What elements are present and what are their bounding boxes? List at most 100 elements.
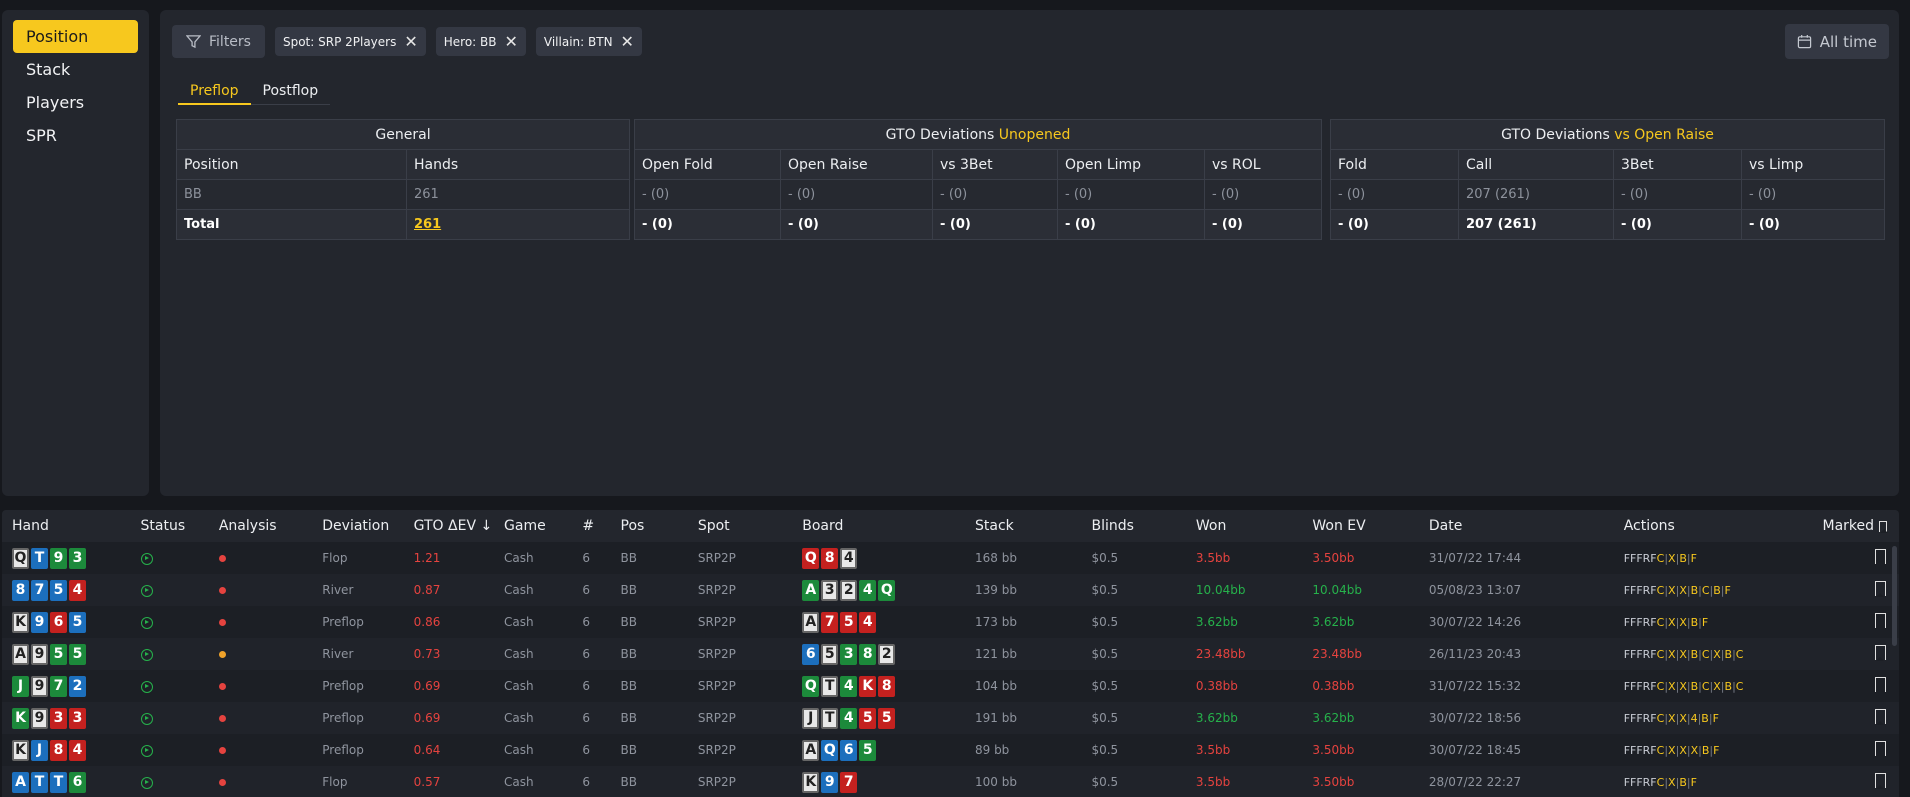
bookmark-icon[interactable]: [1874, 677, 1886, 693]
play-circle-icon[interactable]: [140, 616, 153, 629]
action-token: X: [1668, 584, 1676, 597]
bookmark-icon[interactable]: [1874, 613, 1886, 629]
won-value: 0.38bb: [1195, 679, 1238, 693]
column-header: Open Raise: [780, 149, 933, 180]
sidebar-item-spr[interactable]: SPR: [26, 126, 57, 145]
blinds-value: $0.5: [1091, 775, 1119, 789]
hands-body: Q T 9 3 Flop 1.21 Cash 6 BB SRP2P Q 8 4 168 bb $0.5 3.5…: [2, 542, 1899, 797]
bookmark-icon[interactable]: [1874, 741, 1886, 757]
column-header[interactable]: Analysis: [208, 510, 313, 542]
table-cell: 30/07/22 18:56: [1418, 702, 1614, 734]
blinds-value: $0.5: [1091, 615, 1119, 629]
column-header[interactable]: Won: [1185, 510, 1303, 542]
play-circle-icon[interactable]: [140, 552, 153, 565]
column-header[interactable]: Blinds: [1081, 510, 1186, 542]
action-token: C: [1701, 648, 1710, 661]
action-token: 4: [1690, 712, 1698, 725]
unopened-title: GTO Deviations Unopened: [634, 119, 1322, 150]
table-cell: BB: [610, 574, 688, 606]
bookmark-icon[interactable]: [1874, 645, 1886, 661]
action-separator: |: [1664, 744, 1669, 757]
tab-postflop[interactable]: Postflop: [250, 81, 331, 105]
date-range-button[interactable]: All time: [1784, 24, 1889, 59]
total-hands-link[interactable]: 261: [406, 209, 630, 240]
column-header[interactable]: Date: [1418, 510, 1614, 542]
table-row[interactable]: Q T 9 3 Flop 1.21 Cash 6 BB SRP2P Q 8 4 168 bb $0.5 3.5…: [2, 542, 1899, 574]
play-circle-icon[interactable]: [140, 648, 153, 661]
table-row[interactable]: 8 7 5 4 River 0.87 Cash 6 BB SRP2P A 3 2 4 Q 139 bb $0.5…: [2, 574, 1899, 606]
action-token: C: [1701, 680, 1710, 693]
table-cell: River: [312, 574, 404, 606]
total-cell: - (0): [932, 209, 1058, 240]
column-header[interactable]: Won EV: [1302, 510, 1419, 542]
playing-card: 5: [69, 643, 86, 665]
bookmark-icon[interactable]: [1874, 581, 1886, 597]
column-header[interactable]: Stack: [964, 510, 1082, 542]
play-circle-icon[interactable]: [140, 744, 153, 757]
table-row[interactable]: J 9 7 2 Preflop 0.69 Cash 6 BB SRP2P Q T 4 K 8 104 bb $0…: [2, 670, 1899, 702]
stack-value: 104 bb: [974, 679, 1017, 693]
action-token: B: [1713, 584, 1721, 597]
table-row[interactable]: K 9 3 3 Preflop 0.69 Cash 6 BB SRP2P J T 4 5 5 191 bb $0…: [2, 702, 1899, 734]
column-header[interactable]: #: [572, 510, 611, 542]
playing-card: Q: [802, 675, 820, 697]
table-row[interactable]: A T T 6 Flop 0.57 Cash 6 BB SRP2P K 9 7 100 bb $0.5 3.5…: [2, 766, 1899, 797]
action-token: B: [1679, 776, 1687, 789]
total-hands-value[interactable]: 261: [414, 217, 442, 232]
filters-button[interactable]: Filters: [172, 25, 265, 58]
action-separator: |: [1675, 648, 1680, 661]
column-header[interactable]: Spot: [687, 510, 793, 542]
bookmark-icon[interactable]: [1874, 549, 1886, 565]
table-row[interactable]: A 9 5 5 River 0.73 Cash 6 BB SRP2P 6 5 3 8 2 121 bb $0.5…: [2, 638, 1899, 670]
column-header: Fold: [1330, 149, 1459, 180]
column-header[interactable]: GTO ΔEV ↓: [403, 510, 495, 542]
bookmark-icon[interactable]: [1874, 773, 1886, 789]
filter-chip-label: Hero: BB: [443, 34, 497, 49]
play-circle-icon[interactable]: [140, 712, 153, 725]
play-circle-icon[interactable]: [140, 776, 153, 789]
table-row[interactable]: K J 8 4 Preflop 0.64 Cash 6 BB SRP2P A Q 6 5 89 bb $0.5…: [2, 734, 1899, 766]
sidebar-item-position[interactable]: Position: [13, 20, 138, 53]
action-separator: |: [1675, 712, 1680, 725]
action-token: B: [1690, 584, 1699, 597]
table-cell: [130, 670, 209, 702]
table-cell: Flop: [312, 766, 404, 797]
playing-card: 9: [31, 643, 48, 665]
column-header[interactable]: Actions: [1613, 510, 1813, 542]
sidebar-item-stack[interactable]: Stack: [26, 60, 71, 79]
playing-card: J: [31, 739, 48, 761]
column-header[interactable]: Board: [792, 510, 965, 542]
table-cell: [130, 766, 209, 797]
column-header[interactable]: Game: [494, 510, 573, 542]
scrollbar[interactable]: [1892, 546, 1897, 646]
play-circle-icon[interactable]: [140, 584, 153, 597]
bookmark-icon[interactable]: [1874, 709, 1886, 725]
action-separator: |: [1686, 648, 1691, 661]
close-icon[interactable]: ✕: [504, 31, 518, 51]
column-header[interactable]: Hand: [2, 510, 131, 542]
column-header[interactable]: Status: [130, 510, 209, 542]
hands-table-panel: Hand Status Analysis Deviation GTO ΔEV ↓ Game…: [2, 510, 1899, 797]
table-cell: BB: [610, 638, 688, 670]
sidebar-item-players[interactable]: Players: [26, 93, 85, 112]
deviation-value: River: [322, 647, 354, 661]
action-separator: |: [1698, 744, 1702, 757]
playing-card: T: [31, 771, 48, 793]
table-cell: 0.69: [403, 670, 495, 702]
column-header: Open Limp: [1057, 149, 1205, 180]
close-icon[interactable]: ✕: [620, 31, 634, 51]
playing-card: 9: [821, 771, 839, 793]
column-header[interactable]: Pos: [610, 510, 688, 542]
table-cell: [130, 606, 209, 638]
table-cell: [208, 702, 313, 734]
table-cell: $0.5: [1081, 766, 1186, 797]
tab-preflop[interactable]: Preflop: [178, 81, 251, 105]
game-value: Cash: [504, 583, 534, 597]
table-row[interactable]: K 9 6 5 Preflop 0.86 Cash 6 BB SRP2P A 7 5 4 173 bb $0.…: [2, 606, 1899, 638]
play-circle-icon[interactable]: [140, 680, 153, 693]
column-header[interactable]: Marked: [1812, 510, 1899, 542]
column-header[interactable]: Deviation: [312, 510, 404, 542]
analysis-dot-icon: [218, 587, 226, 594]
position-value: BB: [620, 583, 637, 597]
close-icon[interactable]: ✕: [404, 31, 418, 51]
